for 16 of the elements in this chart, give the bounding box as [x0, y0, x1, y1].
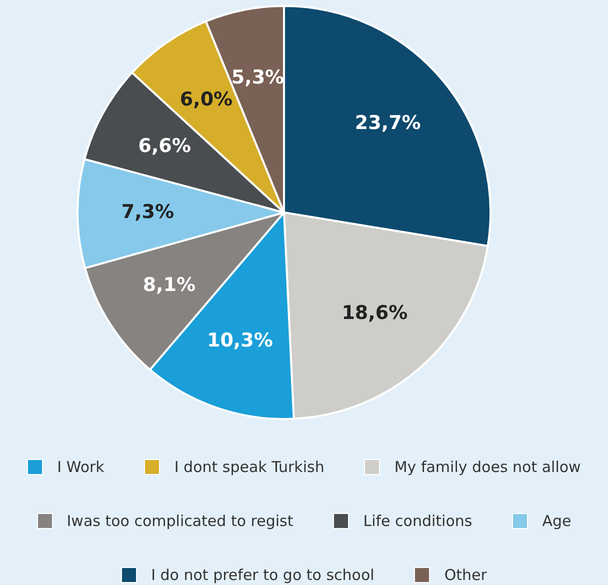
data-label: 8,1%: [142, 274, 196, 296]
data-label: 6,0%: [180, 88, 233, 110]
legend-label: Life conditions: [363, 512, 472, 530]
legend-label: I dont speak Turkish: [174, 458, 324, 476]
data-label: 7,3%: [121, 201, 174, 224]
legend-label: My family does not allow: [394, 458, 581, 476]
data-label: 23,7%: [354, 112, 421, 134]
data-label: 5,3%: [231, 66, 284, 89]
legend-label: I Work: [57, 458, 104, 476]
legend-label: I do not prefer to go to school: [151, 566, 374, 584]
data-label: 18,6%: [342, 302, 408, 324]
legend-label: Age: [542, 512, 572, 530]
legend-label: Other: [444, 566, 487, 584]
data-label: 6,6%: [138, 134, 191, 157]
legend-label: Iwas too complicated to regist: [66, 512, 294, 530]
data-label: 10,3%: [206, 329, 273, 352]
